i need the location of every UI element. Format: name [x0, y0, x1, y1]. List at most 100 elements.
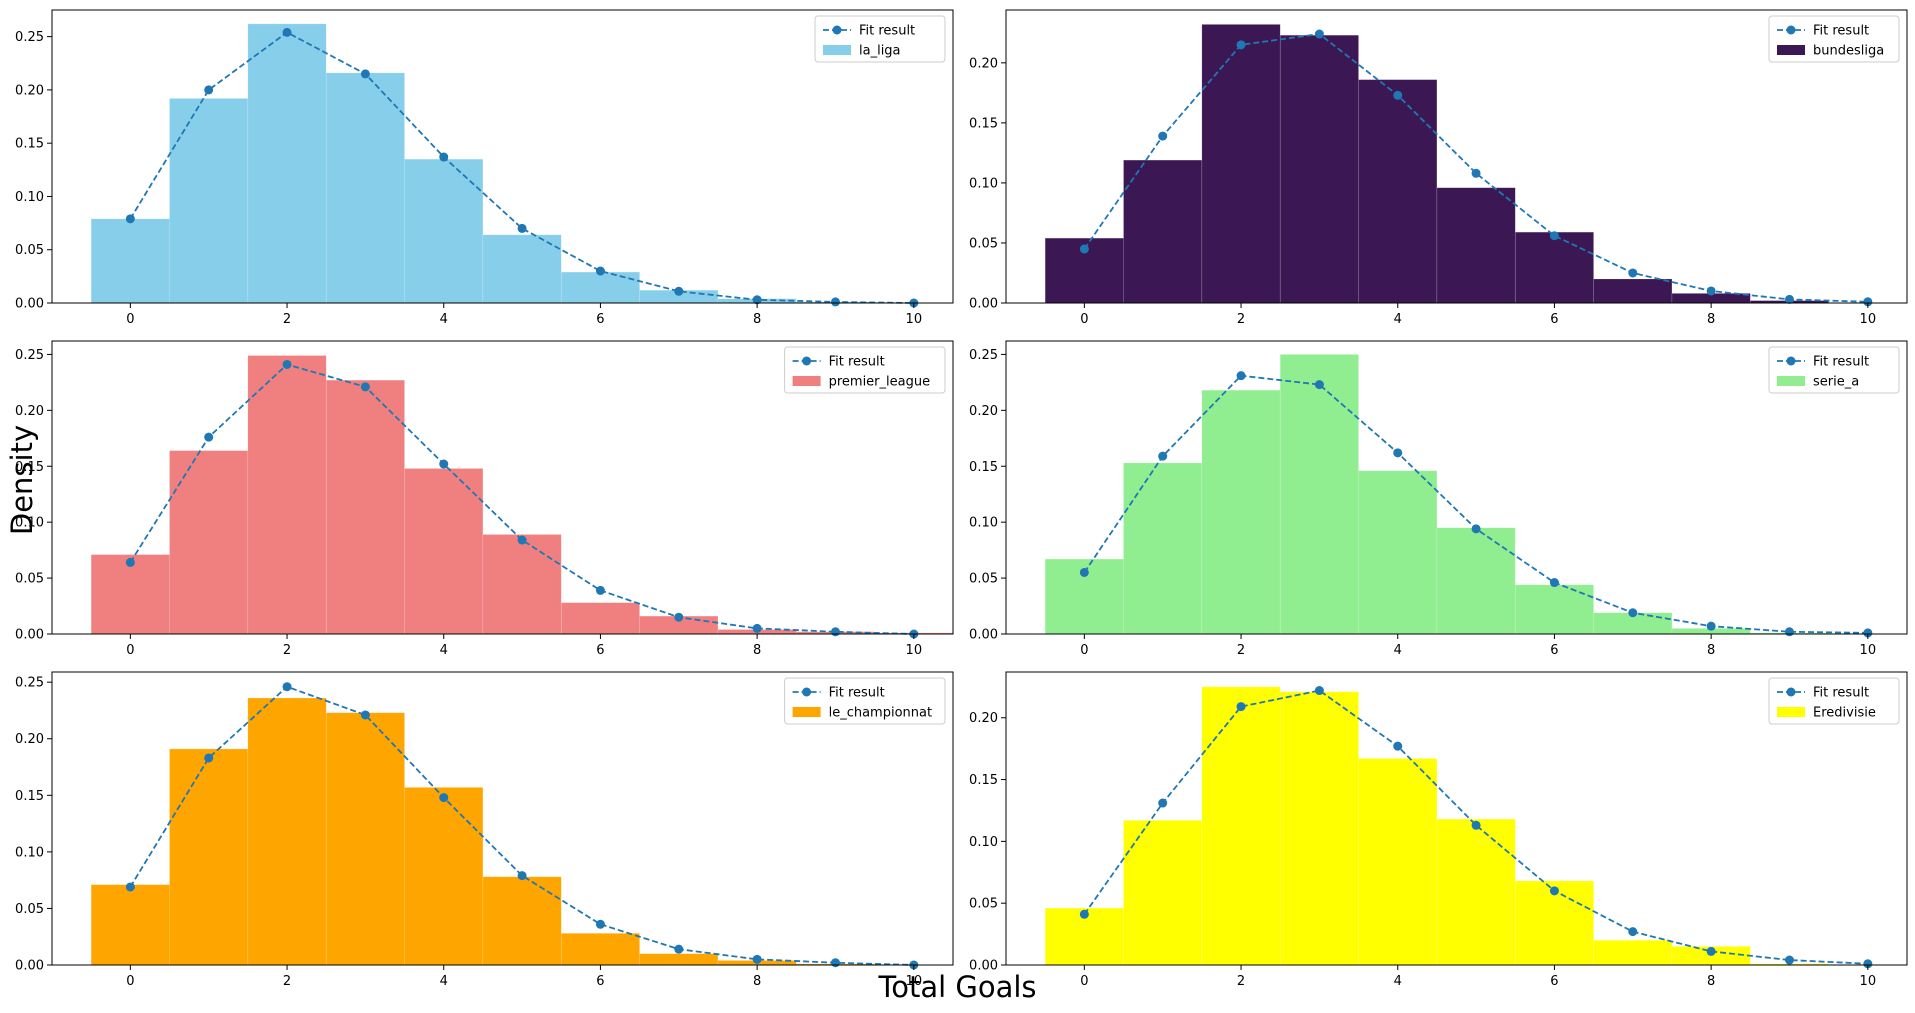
fit-point [1863, 628, 1873, 638]
fit-point [439, 793, 449, 803]
legend-box [784, 346, 946, 394]
x-tick-label: 4 [1394, 974, 1402, 989]
histogram-bar [404, 787, 484, 966]
x-tick-label: 6 [1550, 974, 1558, 989]
histogram-bar [1279, 691, 1359, 966]
x-tick-label: 10 [1860, 643, 1877, 658]
fit-point [517, 871, 527, 881]
fit-point [1784, 627, 1794, 637]
histogram-bar [1593, 939, 1673, 966]
y-tick-label: 0.20 [15, 732, 44, 747]
fit-point [1393, 741, 1403, 751]
y-tick-label: 0.00 [969, 628, 998, 643]
histogram-bar [1123, 820, 1203, 966]
y-tick-label: 0.20 [969, 56, 998, 71]
x-tick-label: 6 [1550, 312, 1558, 327]
x-tick-label: 8 [1707, 312, 1715, 327]
axes-frame [1005, 9, 1908, 304]
fit-point [282, 27, 292, 37]
fit-point [1236, 371, 1246, 381]
histogram-bar [639, 953, 719, 966]
fit-point [830, 297, 840, 307]
legend-fit-marker [802, 356, 812, 366]
y-tick-label: 0.20 [969, 404, 998, 419]
fit-point [674, 612, 684, 622]
legend-swatch [792, 376, 821, 386]
histogram-bar [404, 468, 484, 635]
histogram-bar [1436, 527, 1516, 635]
y-tick-label: 0.00 [969, 297, 998, 312]
fit-point [360, 69, 370, 79]
x-tick-label: 6 [596, 312, 604, 327]
fit-point [360, 382, 370, 392]
x-tick-label: 10 [906, 312, 923, 327]
y-tick-label: 0.25 [15, 676, 44, 691]
x-tick-label: 4 [1394, 312, 1402, 327]
x-tick-label: 0 [1080, 643, 1088, 658]
legend-label: la_liga [859, 44, 901, 59]
legend: Fit result serie_a [1768, 346, 1900, 394]
axes-frame [1005, 671, 1908, 966]
fit-point [1393, 90, 1403, 100]
histogram-bar [482, 534, 562, 635]
figure-y-label: Density [5, 424, 39, 536]
fit-point [1784, 294, 1794, 304]
fit-point [282, 682, 292, 692]
fit-line [129, 363, 914, 635]
x-tick-label: 8 [1707, 974, 1715, 989]
y-tick-label: 0.15 [15, 137, 44, 152]
fit-point [204, 85, 214, 95]
fit-point [204, 753, 214, 763]
fit-line [1083, 33, 1868, 303]
fit-point [1863, 959, 1873, 969]
fit-point [1706, 286, 1716, 296]
histogram-bar [1358, 470, 1438, 635]
fit-point [752, 295, 762, 305]
fit-point [674, 944, 684, 954]
histogram-bar [560, 271, 640, 304]
legend-box [784, 677, 946, 725]
x-tick-label: 2 [1237, 312, 1245, 327]
legend-label: bundesliga [1813, 44, 1884, 59]
histogram-bar [1514, 231, 1594, 304]
y-tick-label: 0.00 [15, 628, 44, 643]
fit-point [1079, 909, 1089, 919]
x-tick-label: 2 [1237, 974, 1245, 989]
legend: Fit result le_championnat [784, 677, 946, 725]
histogram-bar [1201, 389, 1281, 635]
legend-fit-marker [802, 687, 812, 697]
fit-point [1628, 608, 1638, 618]
histogram-bar [560, 602, 640, 635]
y-tick-label: 0.20 [15, 83, 44, 98]
histogram-bar [90, 218, 170, 304]
fit-point [125, 557, 135, 567]
fit-point [1079, 567, 1089, 577]
legend-label: Fit result [1813, 686, 1869, 701]
histogram-bar [1201, 24, 1281, 304]
fit-point [830, 958, 840, 968]
histogram-bar [560, 933, 640, 966]
y-tick-label: 0.10 [15, 845, 44, 860]
y-tick-label: 0.25 [15, 348, 44, 363]
fit-point [595, 919, 605, 929]
y-tick-label: 0.25 [15, 30, 44, 45]
histogram-bar [325, 712, 405, 966]
fit-point [674, 286, 684, 296]
y-tick-label: 0.05 [969, 572, 998, 587]
histogram-bar [169, 450, 249, 635]
histogram-bar [1358, 758, 1438, 966]
fit-point [1628, 927, 1638, 937]
fit-point [752, 954, 762, 964]
fit-point [125, 214, 135, 224]
histogram-bar [247, 23, 327, 304]
legend-label: premier_league [829, 375, 931, 390]
fit-point [1706, 621, 1716, 631]
y-tick-label: 0.05 [969, 236, 998, 251]
fit-point [1471, 820, 1481, 830]
fit-point [1471, 524, 1481, 534]
fit-point [830, 627, 840, 637]
x-tick-label: 4 [1394, 643, 1402, 658]
fit-point [1314, 29, 1324, 39]
fit-point [125, 882, 135, 892]
y-tick-label: 0.05 [15, 572, 44, 587]
